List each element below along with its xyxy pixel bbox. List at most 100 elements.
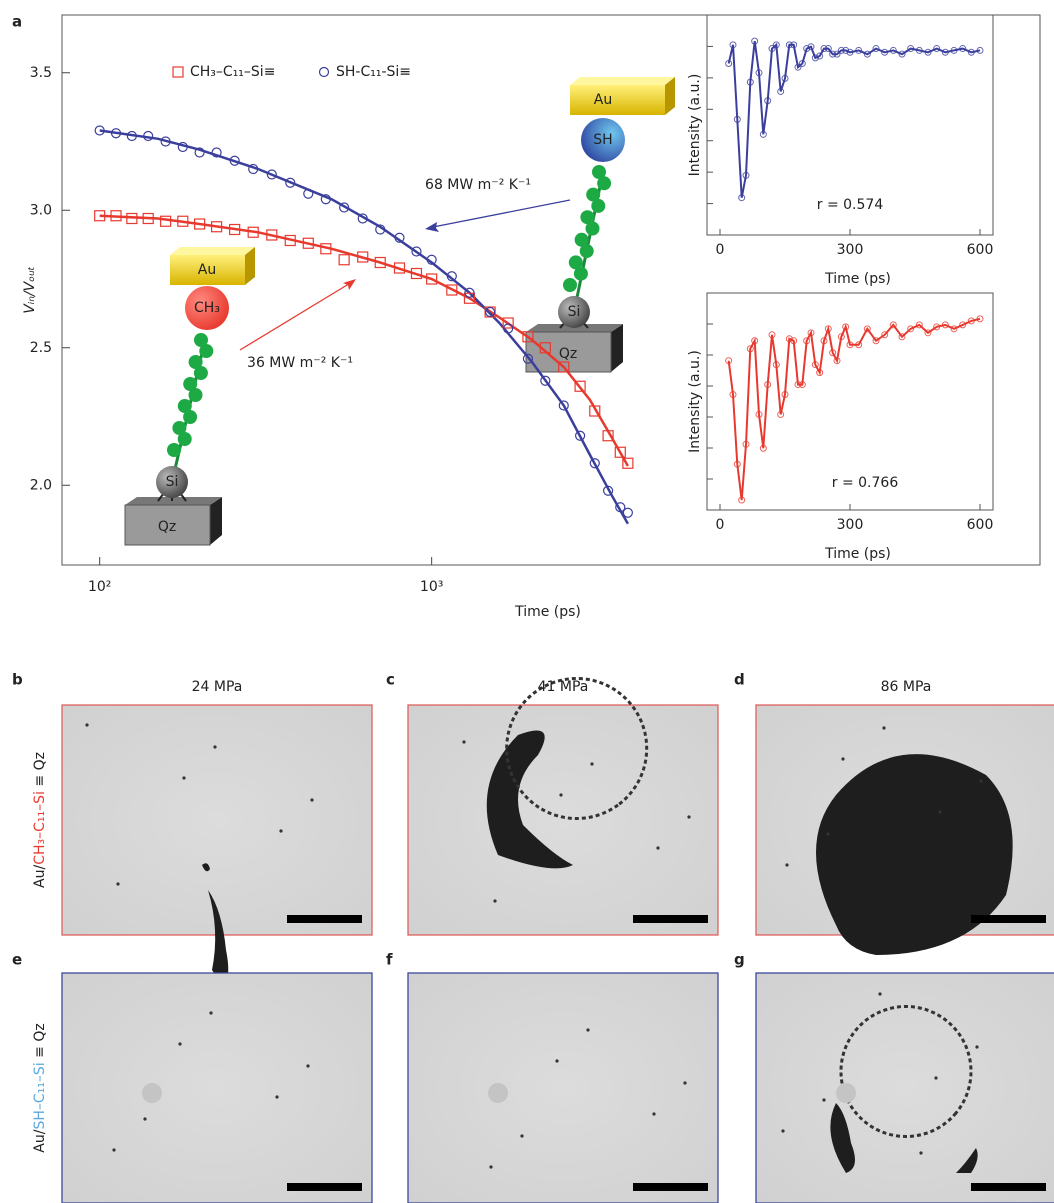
speck: [306, 1064, 310, 1068]
data-point: [824, 325, 832, 333]
pressure-label: 24 MPa: [192, 679, 243, 695]
substrate-label: Qz: [559, 346, 577, 362]
data-point: [94, 125, 105, 136]
anchor-label: Si: [166, 474, 179, 490]
panel-letter: f: [386, 951, 393, 969]
plate-label: Au: [594, 92, 612, 108]
data-point: [266, 169, 277, 180]
data-point: [976, 315, 984, 323]
bead: [172, 421, 187, 435]
micrograph: [61, 704, 373, 985]
speck: [559, 793, 563, 797]
data-point: [248, 163, 259, 175]
arrowhead: [343, 279, 356, 290]
plate-top: [170, 247, 255, 255]
data-point: [247, 226, 259, 238]
spot: [142, 1083, 162, 1103]
scale-bar: [971, 1183, 1046, 1191]
data-point: [950, 46, 958, 54]
data-point: [303, 188, 314, 199]
data-point: [742, 171, 750, 179]
data-point: [589, 405, 601, 417]
speck: [586, 1028, 590, 1032]
bead: [580, 210, 595, 225]
data-point: [785, 335, 793, 343]
speck: [882, 726, 886, 730]
speck: [781, 1129, 785, 1133]
row-label-part: SH–C₁₁–Si: [32, 1062, 48, 1129]
data-point: [807, 43, 815, 51]
arrow: [427, 199, 571, 229]
data-point: [759, 130, 767, 138]
data-point: [829, 349, 837, 357]
image: [755, 972, 1054, 1203]
bead: [573, 266, 588, 281]
data-point: [824, 45, 832, 53]
data-point: [211, 147, 222, 158]
data-point: [742, 440, 750, 448]
data-point: [846, 341, 854, 349]
data-point: [463, 292, 476, 304]
panel-letter: c: [386, 671, 395, 689]
bead: [183, 410, 198, 424]
panel-letter: b: [12, 671, 23, 689]
data-point: [941, 48, 949, 56]
axes-frame: [61, 14, 1041, 566]
data-point: [266, 229, 278, 241]
data-point: [863, 325, 871, 333]
data-point: [794, 381, 802, 389]
data-point: [602, 430, 614, 442]
data-point: [738, 194, 746, 202]
data-point: [522, 331, 534, 343]
data-point: [160, 136, 171, 147]
data-point: [764, 381, 772, 389]
damage: [956, 1148, 978, 1173]
data-point: [615, 502, 626, 513]
data-point: [411, 246, 422, 257]
data-point: [816, 369, 824, 377]
speck: [919, 1151, 923, 1155]
data-point: [889, 46, 897, 54]
data-point: [357, 251, 369, 263]
data-point: [302, 237, 314, 249]
row-label: Au/SH–C₁₁–Si ≡ Qz: [32, 1023, 48, 1152]
speck: [520, 1134, 524, 1138]
data-point: [790, 41, 798, 49]
x-tick-label: 0: [716, 242, 725, 258]
bead: [585, 221, 600, 236]
micrograph: [755, 972, 1054, 1203]
data-point: [485, 306, 496, 318]
data-point: [320, 194, 331, 205]
data-point: [729, 41, 737, 49]
data-point: [833, 50, 841, 58]
substrate-top: [125, 497, 222, 505]
damage: [505, 677, 649, 820]
data-point: [733, 115, 741, 123]
data-point: [110, 210, 122, 222]
data-point: [502, 317, 514, 329]
damage: [830, 1103, 855, 1173]
head-label: CH₃: [194, 300, 220, 316]
micrograph: [61, 972, 373, 1203]
y-axis-label: Intensity (a.u.): [687, 350, 703, 453]
data-point: [755, 410, 763, 418]
data-point: [967, 317, 975, 325]
plate-label: Au: [198, 262, 216, 278]
bead: [586, 187, 601, 202]
data-point: [394, 232, 405, 243]
data-point: [446, 284, 458, 296]
bead: [194, 333, 208, 347]
data-point: [160, 215, 172, 227]
bead: [188, 355, 203, 369]
data-point: [907, 325, 915, 333]
data-point: [375, 224, 386, 235]
speck: [878, 992, 882, 996]
speck: [178, 1042, 182, 1046]
data-point: [807, 329, 815, 337]
data-point: [410, 267, 423, 280]
data-point: [575, 430, 586, 441]
bead: [568, 255, 583, 270]
data-point: [733, 460, 741, 468]
data-point: [898, 50, 906, 58]
